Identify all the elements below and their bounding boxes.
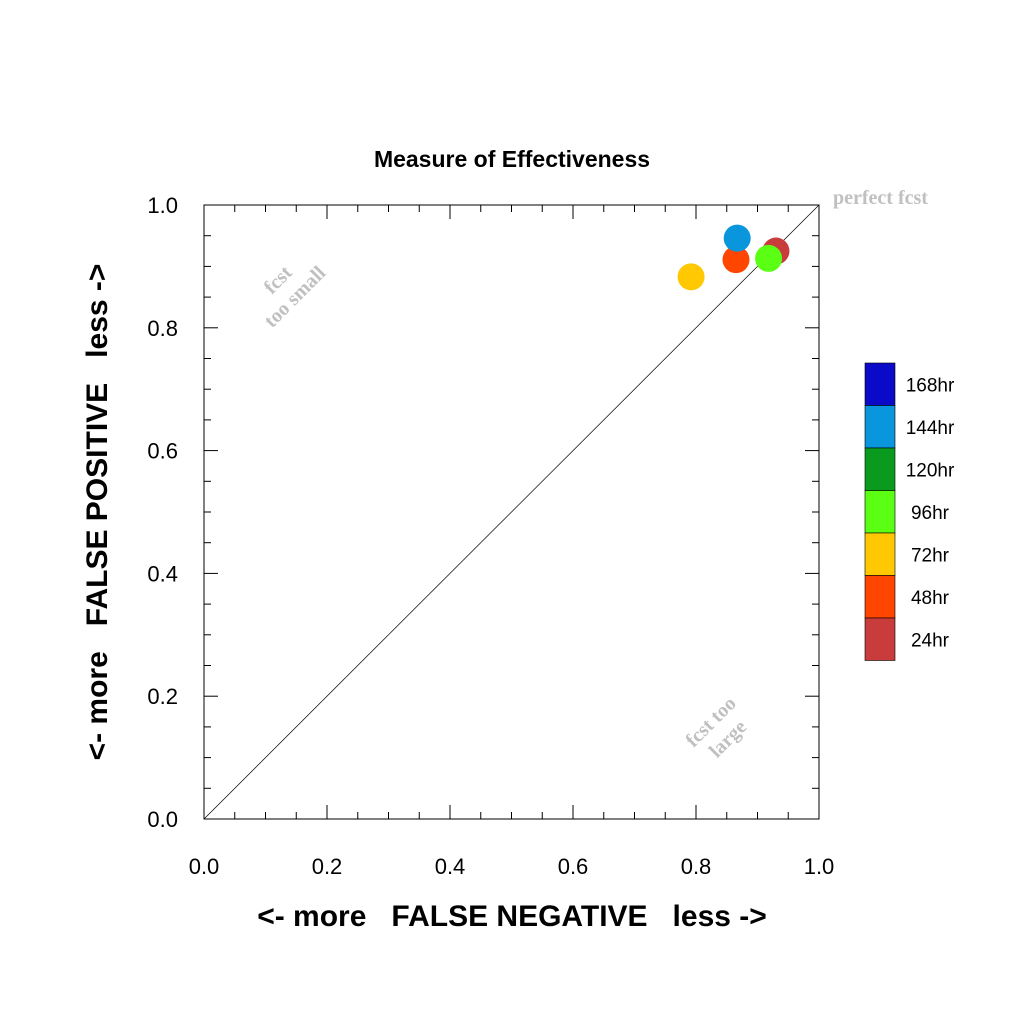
chart-title: Measure of Effectiveness xyxy=(374,146,650,172)
axis-ticks xyxy=(203,204,820,820)
legend-swatch xyxy=(864,405,896,449)
y-tick-label: 1.0 xyxy=(147,193,178,218)
y-tick-label: 0.2 xyxy=(147,684,178,709)
legend-swatch xyxy=(864,617,896,661)
data-point xyxy=(677,263,705,291)
y-tick-label: 0.4 xyxy=(147,561,178,586)
data-point xyxy=(723,224,751,252)
x-axis-label: <- more FALSE NEGATIVE less -> xyxy=(257,900,767,933)
legend-swatch xyxy=(864,532,896,576)
legend-label: 96hr xyxy=(911,503,950,524)
y-axis-label: <- more FALSE POSITIVE less -> xyxy=(81,264,114,761)
legend-swatch xyxy=(864,490,896,534)
legend-label: 144hr xyxy=(906,418,955,439)
y-tick-label: 0.8 xyxy=(147,316,178,341)
axis-tick-labels: 0.0 0.2 0.4 0.6 0.8 1.0 0.0 0.2 0.4 0.6 0.8 1.0 xyxy=(147,193,834,879)
y-tick-label: 0.0 xyxy=(147,807,178,832)
legend-label: 48hr xyxy=(911,588,950,609)
annotation-too-large: fcst too large xyxy=(682,693,752,763)
x-tick-label: 0.0 xyxy=(189,854,220,879)
x-tick-label: 0.4 xyxy=(435,854,466,879)
legend: 168hr 144hr 120hr 96hr 72hr 48hr 24hr xyxy=(864,362,955,661)
x-tick-label: 1.0 xyxy=(804,854,835,879)
legend-label: 72hr xyxy=(911,545,950,566)
legend-label: 24hr xyxy=(911,630,950,651)
legend-label: 168hr xyxy=(906,375,955,396)
data-point xyxy=(722,246,750,274)
perfect-forecast-diagonal xyxy=(203,204,820,820)
legend-swatch xyxy=(864,362,896,406)
x-tick-label: 0.8 xyxy=(681,854,712,879)
data-points xyxy=(677,224,790,291)
x-tick-label: 0.2 xyxy=(312,854,343,879)
annotation-too-small: fcst too small xyxy=(260,261,331,332)
y-tick-label: 0.6 xyxy=(147,439,178,464)
legend-label: 120hr xyxy=(906,460,955,481)
legend-swatch xyxy=(864,447,896,491)
annotation-perfect-forecast: perfect fcst xyxy=(833,187,928,209)
x-tick-label: 0.6 xyxy=(558,854,589,879)
data-point xyxy=(755,244,783,272)
legend-swatch xyxy=(864,575,896,619)
